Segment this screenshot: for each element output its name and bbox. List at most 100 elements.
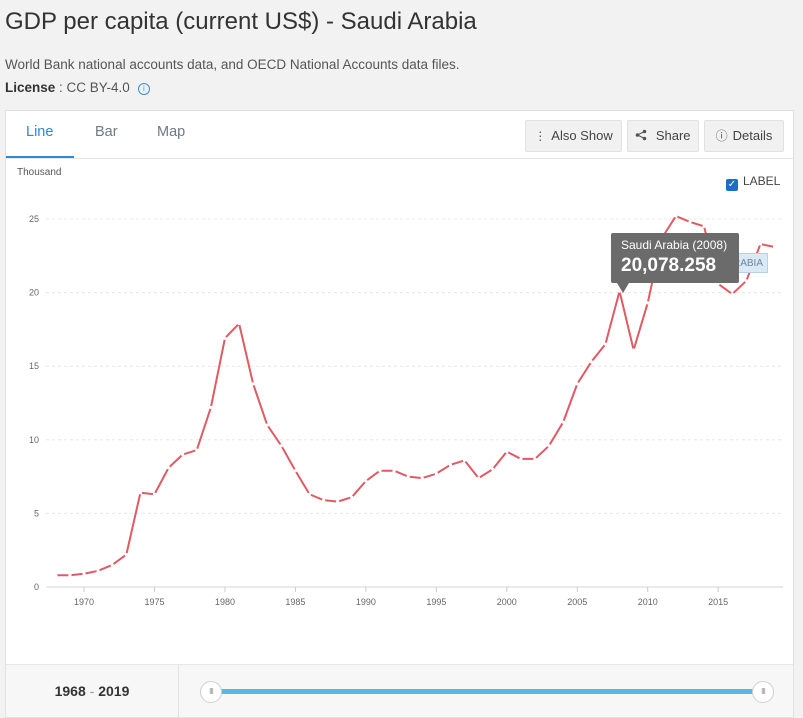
data-point [307, 492, 312, 496]
details-button[interactable]: ⓘ Details [704, 120, 784, 152]
y-tick-label: 25 [29, 214, 39, 224]
data-point [448, 463, 453, 467]
data-point [702, 224, 706, 228]
line-chart: 0 5 10 15 20 25 1970 1975 1980 1985 1990 1995 2000 2… [29, 214, 783, 607]
details-label: Details [732, 128, 773, 143]
license-label: License [5, 80, 56, 95]
data-point [209, 405, 213, 410]
tooltip-arrow [617, 283, 629, 293]
data-point [772, 245, 777, 249]
data-point [744, 279, 748, 283]
data-point [350, 495, 354, 499]
data-point [674, 214, 678, 218]
data-point [251, 382, 255, 386]
range-start: 1968 [54, 683, 86, 699]
license-value: : CC BY-4.0 [55, 80, 130, 95]
year-range-label: 1968 - 2019 [6, 665, 179, 717]
x-tick-label: 1995 [426, 597, 446, 607]
x-tick-label: 2010 [638, 597, 658, 607]
share-label: Share [655, 128, 691, 143]
data-point [519, 457, 523, 461]
license-line: License : CC BY-4.0 i [5, 80, 150, 95]
data-point [223, 336, 227, 340]
data-point [420, 476, 424, 480]
share-button[interactable]: Share [627, 120, 699, 152]
also-show-label: Also Show [551, 128, 613, 143]
data-point [138, 491, 143, 495]
tab-bar[interactable]: Bar [95, 124, 118, 140]
data-point [533, 457, 537, 461]
data-point [181, 452, 185, 457]
source-text: World Bank national accounts data, and O… [5, 57, 460, 72]
y-tick-label: 20 [29, 288, 39, 298]
data-point [54, 573, 58, 577]
label-toggle-text: LABEL [743, 174, 781, 188]
y-tick-label: 15 [29, 361, 39, 371]
share-icon [635, 129, 650, 143]
data-point [110, 563, 114, 567]
tooltip-value: 20,078.258 [621, 255, 717, 276]
data-point [632, 348, 636, 352]
x-tick-labels: 1970 1975 1980 1985 1990 1995 2000 2005 2010 2015 [74, 587, 728, 607]
x-tick-label: 2005 [567, 597, 587, 607]
more-vertical-icon: ⋮ [534, 129, 547, 143]
data-point [491, 467, 495, 471]
data-point [406, 475, 410, 479]
data-point [603, 342, 608, 346]
info-circle-icon: ⓘ [715, 129, 728, 143]
x-tick-label: 1985 [285, 597, 305, 607]
data-point [392, 469, 396, 473]
data-point [124, 553, 128, 557]
data-point [336, 500, 340, 504]
x-tick-label: 2000 [497, 597, 517, 607]
info-icon[interactable]: i [137, 83, 150, 95]
y-tick-label: 10 [29, 435, 39, 445]
data-point [237, 321, 241, 326]
x-tick-label: 2015 [708, 597, 728, 607]
data-point [293, 469, 298, 473]
data-point [166, 466, 171, 470]
grid-lines [46, 218, 783, 588]
data-point [96, 569, 100, 573]
data-point [152, 492, 157, 496]
data-point [758, 242, 763, 246]
data-point [561, 420, 565, 424]
year-range-bar: 1968 - 2019 III III [6, 664, 793, 717]
tab-line[interactable]: Line [26, 124, 54, 140]
slider-handle-start[interactable]: III [200, 681, 222, 703]
data-point [646, 301, 650, 305]
data-point [462, 458, 467, 463]
data-point [378, 469, 382, 473]
data-point [82, 572, 86, 576]
x-tick-label: 1990 [356, 597, 376, 607]
y-tick-label: 5 [34, 508, 39, 518]
checkbox-checked-icon[interactable]: ✓ [726, 179, 738, 191]
data-point [505, 449, 509, 454]
data-point [68, 573, 72, 577]
range-separator: - [85, 683, 99, 699]
data-tooltip: Saudi Arabia (2008) 20,078.258 [611, 233, 739, 293]
data-point [547, 444, 551, 448]
y-tick-labels: 0 5 10 15 20 25 [29, 214, 39, 592]
x-tick-label: 1980 [215, 597, 235, 607]
x-tick-label: 1970 [74, 597, 94, 607]
y-axis-unit: Thousand [17, 167, 62, 178]
year-slider-track[interactable] [212, 689, 762, 694]
data-point [575, 382, 579, 386]
data-point [589, 360, 593, 364]
page-title: GDP per capita (current US$) - Saudi Ara… [5, 8, 477, 35]
data-point [477, 476, 481, 480]
label-toggle[interactable]: ✓ LABEL [726, 174, 780, 191]
tooltip-series-name: Saudi Arabia (2008) [621, 238, 728, 252]
tab-map[interactable]: Map [157, 124, 186, 140]
slider-handle-end[interactable]: III [752, 681, 774, 703]
data-point [322, 498, 326, 502]
x-tick-label: 1975 [144, 597, 164, 607]
data-point [364, 479, 368, 483]
chart-tabs: Line Bar Map ⋮ Also Show Share ⓘ Details [6, 111, 793, 159]
data-point [730, 292, 734, 296]
data-point [265, 423, 269, 427]
range-end: 2019 [98, 683, 130, 699]
also-show-button[interactable]: ⋮ Also Show [525, 120, 622, 152]
data-point [279, 444, 283, 448]
